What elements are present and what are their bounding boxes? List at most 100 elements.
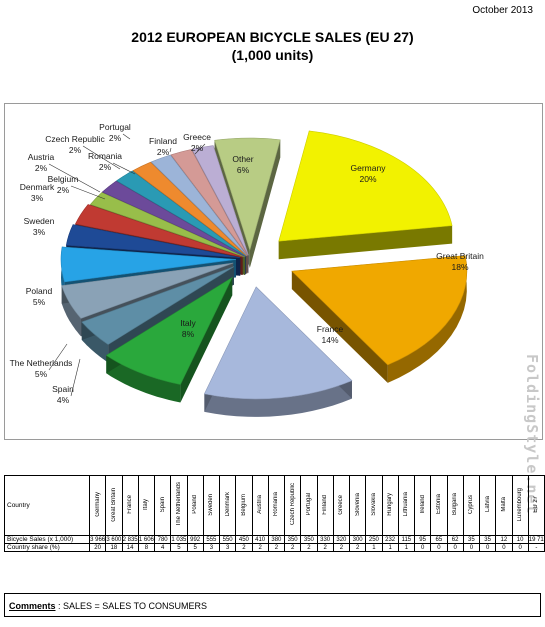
pie-slice-wall-0-italy — [180, 277, 233, 403]
country-name: Romania — [273, 492, 280, 517]
table-cell: 0 — [446, 543, 464, 552]
country-name: Italy — [143, 498, 150, 510]
slice-label-poland: Poland 5% — [26, 286, 53, 307]
table-header-cell: Belgium — [235, 475, 253, 536]
country-name: Hungary — [387, 493, 394, 516]
country-name: Lithuania — [403, 492, 410, 517]
table-cell: 350 — [283, 535, 302, 544]
table-cell: 0 — [430, 543, 448, 552]
comments-text: : SALES = SALES TO CONSUMERS — [55, 601, 207, 611]
pie-slice-spain — [81, 266, 235, 345]
pie-slice-wall-1-great-britain — [291, 271, 388, 383]
table-cell: 19 719 — [527, 535, 545, 544]
country-name: Cyprus — [468, 494, 475, 514]
table-cell: 0 — [413, 543, 432, 552]
table-header-cell: Slovenia — [348, 475, 367, 536]
country-name: Austria — [257, 495, 264, 514]
table-header-cell: Estonia — [430, 475, 448, 536]
table-row: Bicycle Sales (x 1,000) 3 966 3 600 2 835 1 … — [4, 535, 545, 544]
country-name: Spain — [159, 496, 166, 513]
country-name: Denmark — [224, 492, 231, 517]
table-cell: 450 — [235, 535, 253, 544]
table-header-cell: Austria — [251, 475, 269, 536]
table-cell: 0 — [511, 543, 529, 552]
table-cell: 250 — [365, 535, 383, 544]
leader-line-austria — [48, 163, 101, 193]
table-header-cell: Hungary — [381, 475, 399, 536]
table-header-cell: France — [121, 475, 139, 536]
slice-label-belgium: Belgium 2% — [48, 174, 79, 195]
table-cell: 2 — [267, 543, 286, 552]
table-cell: 2 — [316, 543, 334, 552]
table-cell: 5 — [186, 543, 204, 552]
slice-label-portugal: Portugal 2% — [99, 122, 131, 143]
table-cell: 232 — [381, 535, 399, 544]
table-cell: 35 — [478, 535, 497, 544]
table-cell: 2 — [332, 543, 351, 552]
table-header-country: Country — [4, 475, 90, 536]
table-cell: 3 — [202, 543, 221, 552]
comments-label: Comments — [9, 601, 56, 611]
pie-slice-side-great-britain — [387, 255, 467, 383]
table-cell: 2 — [348, 543, 367, 552]
country-name: EU 27 — [533, 496, 540, 513]
table-cell: 2 — [251, 543, 269, 552]
country-name: Poland — [192, 495, 199, 514]
leader-line-romania — [112, 162, 136, 175]
table-cell: 1 — [381, 543, 399, 552]
table-cell: 1 — [397, 543, 416, 552]
pie-slice-germany — [278, 130, 453, 242]
table-row-label: Country share (%) — [4, 543, 90, 552]
watermark: FoldingStyle.net — [523, 354, 541, 515]
table-cell: 350 — [300, 535, 318, 544]
table-cell: 550 — [218, 535, 237, 544]
table-cell: 320 — [332, 535, 351, 544]
country-name: Czech Republic — [289, 483, 296, 526]
table-cell: 1 606 — [137, 535, 156, 544]
pie-slice-wall-1-germany — [278, 225, 453, 260]
pie-slice-other — [214, 137, 281, 252]
table-cell: 2 — [283, 543, 302, 552]
pie-slice-romania — [132, 161, 247, 257]
pie-slice-finland — [170, 149, 248, 256]
slice-label-finland: Finland 2% — [149, 136, 177, 157]
country-name: Greece — [338, 494, 345, 515]
slice-label-austria: Austria 2% — [28, 152, 55, 173]
table-cell: 12 — [495, 535, 513, 544]
pie-slice-greece — [191, 145, 249, 256]
table-header-cell: Finland — [316, 475, 334, 536]
table-cell: 0 — [462, 543, 481, 552]
table-cell: 14 — [121, 543, 139, 552]
pie-chart-panel: Germany 20% Great Britain 18% France 14% Italy… — [4, 103, 543, 515]
slice-label-other: Other 6% — [232, 154, 253, 175]
country-name: Germany — [94, 492, 101, 517]
country-name: Great Britain — [110, 487, 117, 522]
leader-line-czech-republic — [82, 145, 121, 170]
slice-label-denmark: Denmark 3% — [20, 182, 55, 203]
country-name: Portugal — [305, 493, 312, 516]
slice-label-greece: Greece 2% — [183, 132, 211, 153]
country-name: Slovenia — [354, 492, 361, 516]
table-header-cell: Germany — [88, 475, 107, 536]
pie-slice-france — [203, 286, 353, 400]
table-cell: 5 — [170, 543, 188, 552]
table-header-cell: Great Britain — [105, 475, 123, 536]
slice-label-germany: Germany 20% — [351, 163, 387, 184]
table-cell: 18 — [105, 543, 123, 552]
table-cell: 410 — [251, 535, 269, 544]
comments-box: Comments : SALES = SALES TO CONSUMERS — [4, 593, 541, 617]
country-name: France — [127, 495, 134, 514]
table-cell: 115 — [397, 535, 416, 544]
country-name: Finland — [322, 494, 329, 515]
table-cell: 1 035 — [170, 535, 188, 544]
slice-label-the-netherlands: The Netherlands 5% — [10, 358, 73, 379]
table-header-cell: Poland — [186, 475, 204, 536]
table-header-cell: Slovakia — [365, 475, 383, 536]
table-cell: 35 — [462, 535, 481, 544]
table-cell: 65 — [430, 535, 448, 544]
leader-line-finland — [169, 147, 172, 153]
table-cell: 330 — [316, 535, 334, 544]
pie-slice-the-netherlands — [61, 262, 234, 319]
table-cell: 8 — [137, 543, 156, 552]
table-cell: 20 — [88, 543, 107, 552]
